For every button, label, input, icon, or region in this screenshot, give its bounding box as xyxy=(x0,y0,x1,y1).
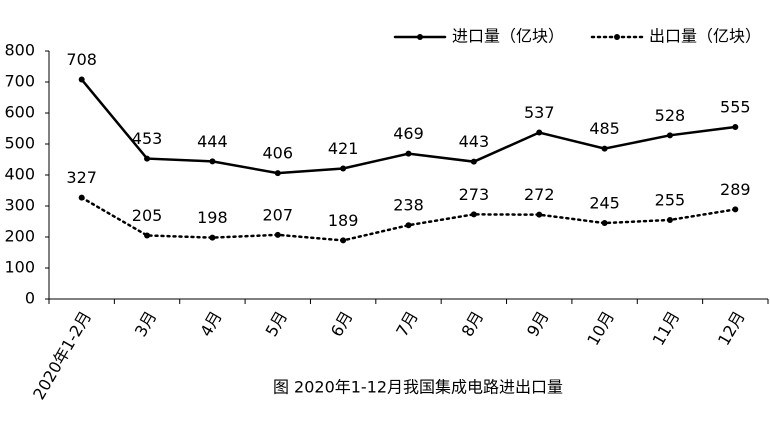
data-label: 273 xyxy=(459,185,490,204)
data-label: 272 xyxy=(524,185,555,204)
y-tick-label: 300 xyxy=(4,196,35,215)
data-label: 189 xyxy=(328,211,359,230)
data-label: 469 xyxy=(393,124,424,143)
x-tick-label: 9月 xyxy=(523,308,553,340)
y-tick-label: 100 xyxy=(4,258,35,277)
x-tick-label: 2020年1-2月 xyxy=(29,308,95,403)
data-label: 198 xyxy=(197,208,228,227)
data-label: 238 xyxy=(393,196,424,215)
x-tick-label: 6月 xyxy=(327,308,357,340)
data-label: 245 xyxy=(589,194,620,213)
data-label: 537 xyxy=(524,103,555,122)
x-tick-label: 7月 xyxy=(392,308,422,340)
data-label: 421 xyxy=(328,139,359,158)
data-point xyxy=(470,211,477,218)
data-point xyxy=(601,220,608,227)
y-tick-label: 800 xyxy=(4,41,35,60)
data-label: 528 xyxy=(655,106,686,125)
x-tick-label: 5月 xyxy=(262,308,292,340)
data-label: 453 xyxy=(132,129,163,148)
data-point xyxy=(732,123,739,130)
data-label: 289 xyxy=(720,180,751,199)
y-tick-label: 600 xyxy=(4,103,35,122)
data-point xyxy=(536,129,543,136)
legend-marker xyxy=(614,34,620,40)
data-label: 444 xyxy=(197,132,228,151)
legend-marker xyxy=(417,34,423,40)
data-point xyxy=(144,232,151,239)
data-label: 205 xyxy=(132,206,163,225)
data-point xyxy=(536,211,543,218)
data-point xyxy=(601,145,608,152)
data-point xyxy=(340,165,347,172)
data-label: 708 xyxy=(66,50,97,69)
data-point xyxy=(274,231,281,238)
data-label: 443 xyxy=(459,132,490,151)
data-label: 406 xyxy=(262,144,293,163)
data-point xyxy=(209,234,216,241)
x-tick-label: 12月 xyxy=(714,308,749,349)
data-point xyxy=(209,158,216,165)
legend-label: 出口量（亿块） xyxy=(649,27,761,46)
legend-label: 进口量（亿块） xyxy=(452,27,564,46)
chart-title: 图 2020年1-12月我国集成电路进出口量 xyxy=(273,378,563,397)
y-tick-label: 400 xyxy=(4,165,35,184)
x-tick-label: 11月 xyxy=(649,308,684,349)
y-tick-label: 500 xyxy=(4,134,35,153)
y-tick-label: 700 xyxy=(4,72,35,91)
y-tick-label: 0 xyxy=(25,289,35,308)
data-point xyxy=(144,155,151,162)
data-point xyxy=(340,237,347,244)
data-point xyxy=(405,222,412,229)
data-point xyxy=(732,206,739,213)
data-label: 255 xyxy=(655,190,686,209)
data-point xyxy=(78,76,85,83)
x-tick-label: 10月 xyxy=(583,308,618,349)
data-label: 327 xyxy=(66,168,97,187)
data-point xyxy=(274,170,281,177)
data-label: 485 xyxy=(589,119,620,138)
y-tick-label: 200 xyxy=(4,227,35,246)
data-point xyxy=(78,194,85,201)
data-point xyxy=(405,150,412,157)
data-label: 555 xyxy=(720,97,751,116)
x-tick-label: 3月 xyxy=(131,308,161,340)
x-tick-label: 4月 xyxy=(196,308,226,340)
data-label: 207 xyxy=(262,205,293,224)
data-point xyxy=(666,132,673,139)
x-tick-label: 8月 xyxy=(458,308,488,340)
data-point xyxy=(470,158,477,165)
data-point xyxy=(666,216,673,223)
